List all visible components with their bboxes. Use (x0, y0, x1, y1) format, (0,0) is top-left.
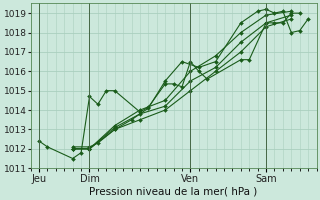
X-axis label: Pression niveau de la mer( hPa ): Pression niveau de la mer( hPa ) (90, 187, 258, 197)
